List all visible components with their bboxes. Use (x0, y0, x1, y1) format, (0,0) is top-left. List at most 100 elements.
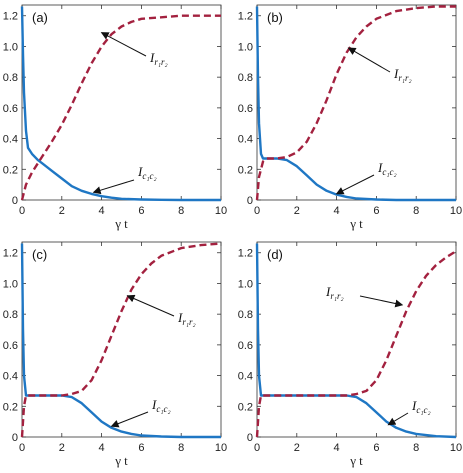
y-tick-label: 0.2 (3, 401, 18, 413)
x-tick-label: 6 (373, 442, 379, 454)
y-tick-label: 1.0 (238, 278, 253, 290)
x-tick-label: 4 (99, 442, 105, 454)
y-tick-label: 0 (12, 195, 18, 207)
y-tick-label: 1.2 (238, 11, 253, 23)
annotation-label-r1r2: Ir₁r₂ (149, 50, 168, 67)
y-tick-label: 0.8 (3, 72, 18, 84)
x-tick-label: 0 (19, 442, 25, 454)
y-tick-label: 0.8 (3, 309, 18, 321)
y-tick-label: 0.4 (238, 134, 253, 146)
x-tick-label: 6 (138, 205, 144, 217)
annotation-main: I (177, 310, 183, 325)
annotation-main: I (325, 284, 331, 299)
y-tick-label: 0.6 (238, 103, 253, 115)
y-tick-label: 0.4 (238, 371, 253, 383)
annotation-sub: c₁c₂ (382, 167, 396, 177)
x-tick-label: 2 (59, 442, 65, 454)
annotation-arrow (126, 294, 175, 317)
annotation-arrow (335, 174, 375, 195)
annotation-arrow (92, 179, 135, 195)
series-line-r1r2 (20, 242, 222, 438)
x-tick-label: 2 (294, 205, 300, 217)
y-tick-label: 1.0 (3, 41, 18, 53)
x-axis-label: γ t (114, 216, 128, 231)
y-tick-label: 1.2 (3, 11, 18, 23)
x-tick-label: 10 (215, 205, 227, 217)
y-tick-label: 1.2 (3, 248, 18, 260)
annotation-arrow (359, 295, 404, 308)
panel-label: (d) (267, 247, 283, 262)
x-tick-label: 6 (138, 442, 144, 454)
y-tick-label: 0 (247, 195, 253, 207)
x-tick-label: 0 (254, 442, 260, 454)
y-tick-label: 0.8 (238, 72, 253, 84)
y-tick-label: 1.2 (238, 248, 253, 260)
annotation-main: I (137, 164, 143, 179)
y-tick-label: 0.8 (238, 309, 253, 321)
y-tick-label: 0.6 (3, 340, 18, 352)
annotation-sub: r₁r₂ (330, 291, 343, 301)
x-tick-label: 10 (215, 442, 227, 454)
annotation-label-c1c2: Ic₁c₂ (151, 397, 171, 414)
x-tick-label: 10 (450, 205, 462, 217)
annotation-sub: c₁c₂ (156, 404, 170, 414)
y-tick-label: 0 (12, 432, 18, 444)
series-line-r1r2 (255, 5, 456, 201)
x-tick-label: 6 (373, 205, 379, 217)
x-tick-label: 8 (413, 205, 419, 217)
series-line-r1r2 (255, 250, 457, 438)
annotation-sub: r₁r₂ (398, 73, 411, 83)
annotation-sub: r₁r₂ (154, 57, 167, 67)
x-tick-label: 2 (294, 442, 300, 454)
x-tick-label: 4 (99, 205, 105, 217)
annotation-sub: r₁r₂ (182, 317, 195, 327)
annotation-arrow (110, 411, 149, 428)
series-line-c1c2 (20, 6, 221, 202)
y-tick-label: 0 (247, 432, 253, 444)
panel-label: (c) (32, 247, 47, 262)
y-tick-label: 0.4 (3, 371, 18, 383)
x-axis-label: γ t (349, 216, 363, 231)
annotation-main: I (393, 66, 399, 81)
annotation-label-r1r2: Ir₁r₂ (177, 310, 196, 327)
y-tick-label: 1.0 (238, 41, 253, 53)
annotation-main: I (151, 397, 157, 412)
annotation-main: I (411, 398, 417, 413)
annotation-label-c1c2: Ic₁c₂ (411, 398, 431, 415)
series-line-c1c2 (20, 243, 221, 439)
y-tick-label: 1.0 (3, 278, 18, 290)
x-tick-label: 2 (59, 205, 65, 217)
x-tick-label: 0 (19, 205, 25, 217)
annotation-arrow (387, 412, 409, 426)
panel-label: (b) (267, 10, 283, 25)
y-tick-label: 0.6 (3, 103, 18, 115)
annotation-label-r1r2: Ir₁r₂ (325, 284, 344, 301)
y-tick-label: 0.6 (238, 340, 253, 352)
plot-frame (256, 4, 457, 201)
annotation-label-c1c2: Ic₁c₂ (137, 164, 157, 181)
annotation-label-c1c2: Ic₁c₂ (377, 160, 397, 177)
x-tick-label: 8 (178, 442, 184, 454)
panel-label: (a) (32, 10, 48, 25)
x-tick-label: 0 (254, 205, 260, 217)
y-tick-label: 0.2 (3, 164, 18, 176)
x-tick-label: 8 (413, 442, 419, 454)
y-tick-label: 0.2 (238, 401, 253, 413)
annotation-label-r1r2: Ir₁r₂ (393, 66, 412, 83)
x-tick-label: 10 (450, 442, 462, 454)
x-tick-label: 4 (334, 442, 340, 454)
plot-frame (256, 241, 457, 438)
x-tick-label: 8 (178, 205, 184, 217)
series-line-r1r2 (20, 14, 221, 201)
annotation-arrow (100, 32, 147, 57)
annotation-sub: c₁c₂ (142, 171, 156, 181)
x-axis-label: γ t (114, 453, 128, 468)
plot-frame (21, 241, 222, 438)
annotation-main: I (377, 160, 383, 175)
y-tick-label: 0.2 (238, 164, 253, 176)
